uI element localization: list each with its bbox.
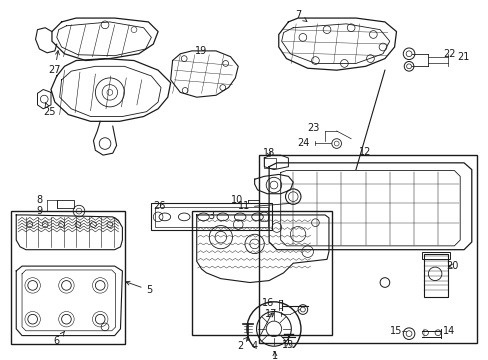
Text: 13: 13 <box>282 340 294 350</box>
Text: 17: 17 <box>264 309 276 319</box>
Bar <box>421 252 448 259</box>
Text: 4: 4 <box>251 313 272 351</box>
Text: 8: 8 <box>36 195 42 206</box>
Text: 21: 21 <box>456 52 469 62</box>
Text: 22: 22 <box>442 49 454 59</box>
Text: 27: 27 <box>48 51 61 75</box>
Text: 5: 5 <box>125 281 152 295</box>
Text: 10: 10 <box>230 195 243 206</box>
Bar <box>259 155 476 343</box>
Text: 11: 11 <box>237 201 249 211</box>
Text: 6: 6 <box>54 332 64 346</box>
Text: 2: 2 <box>237 337 247 351</box>
Bar <box>423 253 447 297</box>
Text: 20: 20 <box>446 261 458 271</box>
Text: 16: 16 <box>261 298 273 308</box>
Bar <box>264 158 275 168</box>
Bar <box>151 203 271 230</box>
Bar <box>57 201 74 208</box>
Text: 1: 1 <box>271 351 277 360</box>
Text: 25: 25 <box>43 103 55 117</box>
Bar <box>191 211 331 335</box>
Text: 19: 19 <box>195 46 207 56</box>
Text: 3: 3 <box>208 211 214 221</box>
Text: 12: 12 <box>359 147 371 157</box>
Text: 23: 23 <box>306 123 319 133</box>
Text: 9: 9 <box>36 206 42 216</box>
Text: 18: 18 <box>263 148 275 158</box>
Text: 26: 26 <box>153 201 165 211</box>
Bar <box>11 211 125 344</box>
Bar <box>155 207 267 226</box>
Text: 14: 14 <box>442 326 454 336</box>
Text: 15: 15 <box>389 326 402 336</box>
Text: 7: 7 <box>294 10 306 21</box>
Text: 24: 24 <box>297 138 309 148</box>
